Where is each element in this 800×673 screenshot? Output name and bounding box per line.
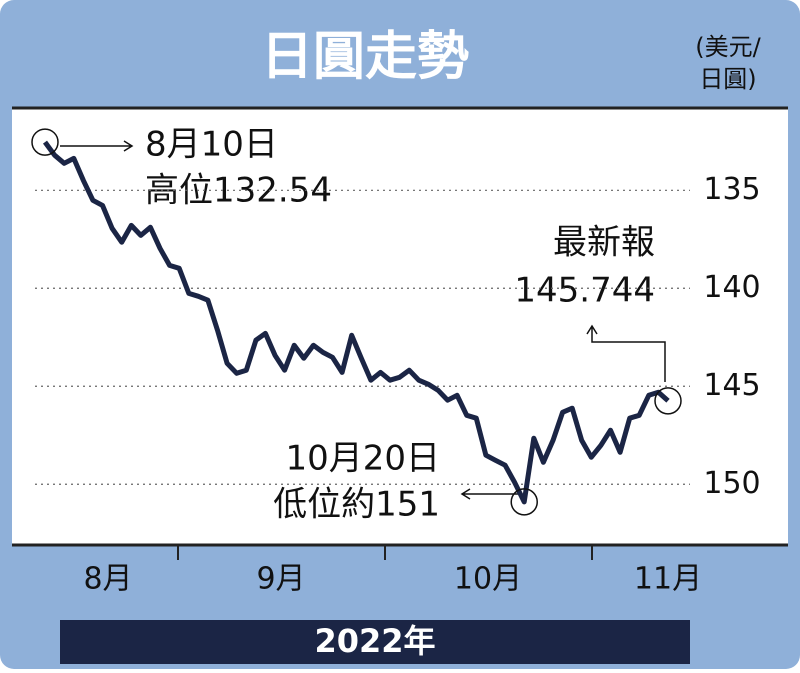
period-bar xyxy=(60,620,690,664)
arrow xyxy=(586,324,666,382)
annotation: 145.744 xyxy=(514,271,655,311)
chart-title: 日圓走勢 xyxy=(261,27,469,87)
month-label: 11月 xyxy=(634,562,702,597)
annotation: 10月20日 xyxy=(285,439,440,479)
highlight-circle xyxy=(31,128,59,156)
highlight-circle xyxy=(510,488,538,516)
annotation: 低位約151 xyxy=(273,485,440,525)
month-label: 8月 xyxy=(83,562,132,597)
annotation: 最新報 xyxy=(553,223,655,263)
price-line xyxy=(42,140,670,505)
period-label: 2022年 xyxy=(314,622,435,660)
y-tick-label: 135 xyxy=(703,172,760,207)
plot-panel xyxy=(12,108,788,545)
unit-label: (美元/ xyxy=(695,33,761,61)
month-label: 10月 xyxy=(454,562,522,597)
y-tick-label: 150 xyxy=(703,466,760,501)
unit-label: 日圓) xyxy=(699,65,756,93)
y-tick-label: 140 xyxy=(703,270,760,305)
y-tick-label: 145 xyxy=(703,368,760,403)
arrow xyxy=(60,140,134,152)
arrow xyxy=(460,488,518,500)
annotation: 8月10日 xyxy=(145,125,278,165)
month-label: 9月 xyxy=(256,562,305,597)
highlight-circle xyxy=(654,387,682,415)
